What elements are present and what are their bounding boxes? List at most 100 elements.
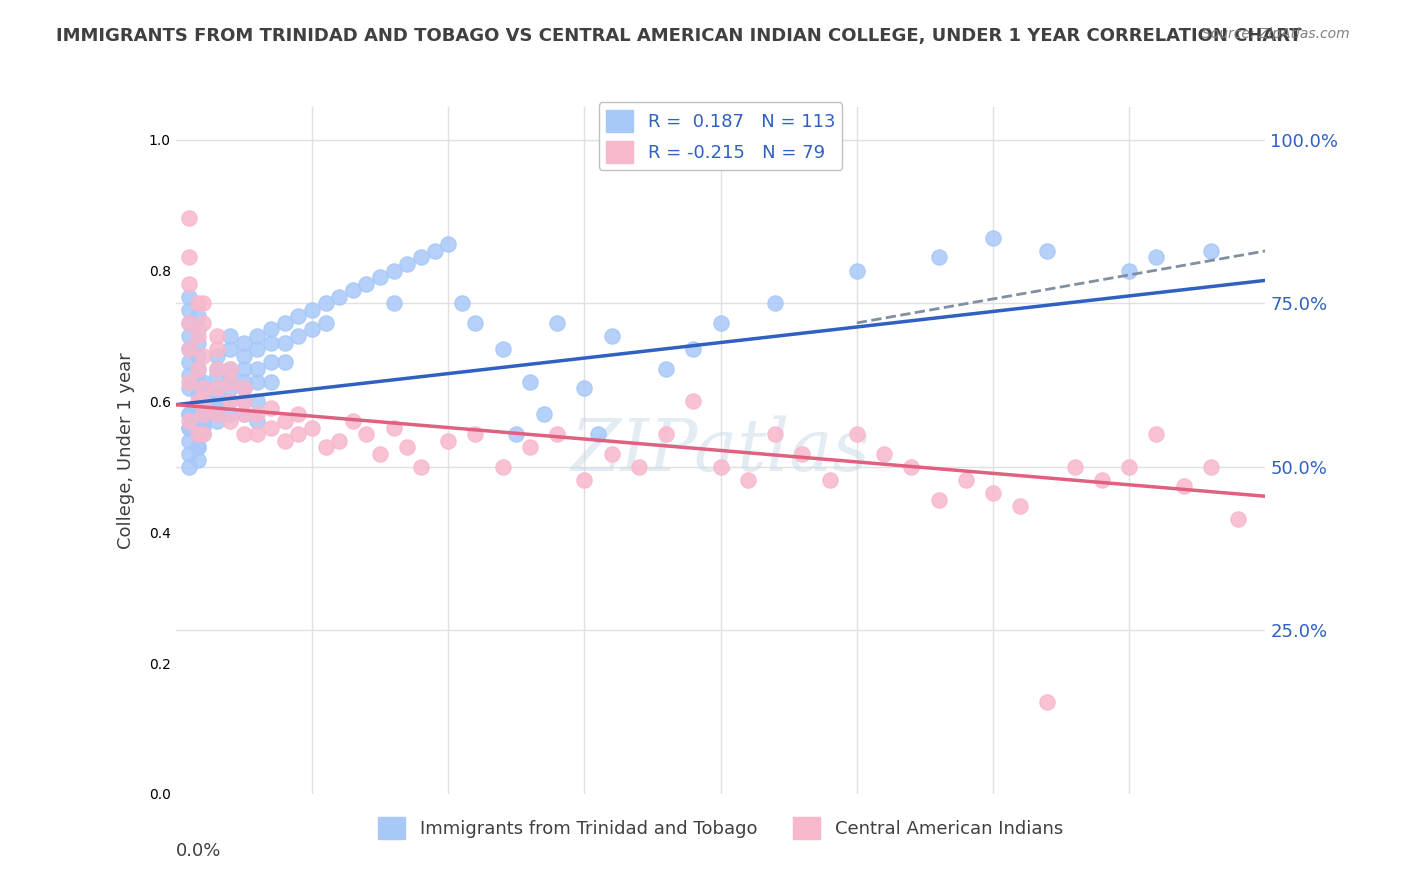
Point <box>186 401 209 415</box>
Point <box>1091 473 1114 487</box>
Point <box>955 473 977 487</box>
Point <box>186 375 209 389</box>
Text: ZIPatlas: ZIPatlas <box>571 415 870 486</box>
Point <box>437 434 460 448</box>
Point <box>600 447 623 461</box>
Point <box>179 329 201 343</box>
Point <box>1227 512 1250 526</box>
Point <box>873 447 896 461</box>
Point <box>205 401 228 415</box>
Point <box>301 420 323 434</box>
Point <box>301 322 323 336</box>
Point <box>205 342 228 356</box>
Point <box>191 401 214 415</box>
Point <box>287 329 309 343</box>
Point <box>179 302 201 317</box>
Point <box>1118 263 1140 277</box>
Point <box>845 427 868 442</box>
Point <box>186 440 209 454</box>
Point <box>1199 244 1222 258</box>
Point <box>356 427 378 442</box>
Point <box>179 211 201 226</box>
Point <box>186 427 209 442</box>
Point <box>1036 695 1059 709</box>
Point <box>191 316 214 330</box>
Point <box>505 427 527 442</box>
Point <box>179 316 201 330</box>
Point <box>900 459 922 474</box>
Point <box>179 447 201 461</box>
Point <box>682 342 704 356</box>
Point <box>219 342 242 356</box>
Point <box>981 486 1004 500</box>
Point <box>179 277 201 291</box>
Point <box>179 290 201 304</box>
Point <box>1010 499 1032 513</box>
Point <box>301 302 323 317</box>
Point <box>191 381 214 395</box>
Point <box>219 381 242 395</box>
Point <box>186 440 209 454</box>
Point <box>232 394 254 409</box>
Point <box>219 361 242 376</box>
Point <box>574 381 596 395</box>
Point <box>186 414 209 428</box>
Point <box>519 375 541 389</box>
Point <box>763 427 786 442</box>
Point <box>792 447 814 461</box>
Point <box>246 375 269 389</box>
Point <box>710 316 733 330</box>
Point <box>186 401 209 415</box>
Point <box>219 368 242 383</box>
Point <box>205 361 228 376</box>
Point <box>464 427 486 442</box>
Point <box>246 427 269 442</box>
Legend: Immigrants from Trinidad and Tobago, Central American Indians: Immigrants from Trinidad and Tobago, Cen… <box>371 810 1070 847</box>
Point <box>186 349 209 363</box>
Point <box>179 342 201 356</box>
Point <box>179 342 201 356</box>
Point <box>1144 251 1167 265</box>
Point <box>186 414 209 428</box>
Point <box>246 414 269 428</box>
Point <box>246 394 269 409</box>
Point <box>763 296 786 310</box>
Point <box>219 394 242 409</box>
Point <box>368 270 391 285</box>
Point <box>205 381 228 395</box>
Point <box>396 257 419 271</box>
Point <box>186 427 209 442</box>
Point <box>179 316 201 330</box>
Point <box>219 361 242 376</box>
Point <box>179 355 201 369</box>
Point <box>356 277 378 291</box>
Point <box>260 401 283 415</box>
Text: 0.0%: 0.0% <box>176 842 221 860</box>
Point <box>533 408 555 422</box>
Point <box>274 414 297 428</box>
Point <box>205 329 228 343</box>
Point <box>179 459 201 474</box>
Point <box>205 349 228 363</box>
Point <box>342 283 364 297</box>
Point <box>232 394 254 409</box>
Point <box>186 310 209 324</box>
Point <box>574 473 596 487</box>
Point <box>186 388 209 402</box>
Point <box>191 394 214 409</box>
Point <box>737 473 759 487</box>
Point <box>342 414 364 428</box>
Point <box>519 440 541 454</box>
Point <box>246 342 269 356</box>
Point <box>464 316 486 330</box>
Point <box>191 427 214 442</box>
Point <box>179 434 201 448</box>
Point <box>396 440 419 454</box>
Point <box>382 420 405 434</box>
Point <box>179 251 201 265</box>
Point <box>315 296 337 310</box>
Point <box>205 408 228 422</box>
Point <box>186 427 209 442</box>
Point <box>546 316 568 330</box>
Point <box>287 310 309 324</box>
